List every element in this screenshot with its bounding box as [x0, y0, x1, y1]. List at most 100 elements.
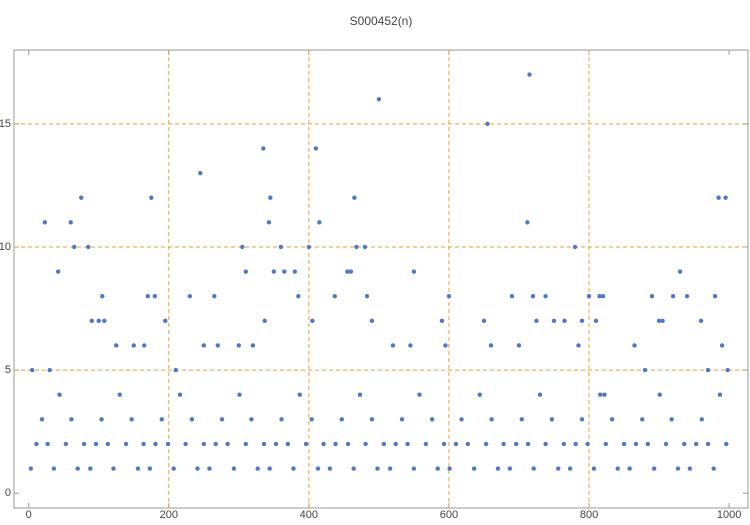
- data-point: [339, 417, 344, 422]
- data-point: [249, 417, 254, 422]
- data-point: [47, 367, 52, 373]
- data-point: [645, 441, 651, 447]
- data-point: [34, 441, 39, 447]
- data-point: [719, 343, 725, 348]
- data-point: [593, 318, 599, 324]
- data-point: [255, 466, 260, 471]
- data-point: [693, 441, 699, 447]
- data-point: [543, 441, 548, 447]
- data-point: [670, 294, 676, 299]
- x-tick-label: 400: [300, 509, 318, 520]
- data-point: [163, 318, 168, 324]
- data-point: [657, 392, 662, 397]
- data-point: [489, 417, 494, 422]
- data-point: [698, 318, 704, 324]
- data-point: [640, 417, 645, 422]
- data-point: [285, 441, 291, 447]
- data-point: [531, 466, 536, 471]
- data-point: [579, 417, 585, 422]
- data-point: [447, 466, 452, 471]
- data-point: [189, 417, 195, 422]
- data-point: [313, 146, 319, 151]
- data-point: [443, 343, 448, 348]
- data-point: [142, 343, 147, 348]
- data-point: [352, 195, 357, 200]
- data-point: [212, 294, 217, 299]
- data-point: [441, 441, 447, 447]
- data-point: [621, 441, 627, 447]
- data-point: [153, 441, 158, 447]
- data-point: [114, 343, 119, 348]
- data-point: [55, 269, 61, 274]
- data-point: [79, 195, 84, 200]
- data-point: [369, 417, 375, 422]
- data-point: [562, 318, 567, 324]
- data-point: [699, 417, 704, 422]
- y-tick-label: 10: [0, 241, 11, 253]
- data-point: [555, 466, 561, 471]
- data-point: [207, 466, 212, 471]
- data-point: [602, 392, 607, 397]
- data-point: [435, 466, 440, 471]
- data-point: [81, 441, 87, 447]
- data-point: [603, 441, 609, 447]
- data-point: [173, 367, 178, 373]
- data-point: [481, 318, 487, 324]
- data-point: [579, 318, 585, 324]
- y-tick-label: 5: [5, 364, 11, 376]
- data-point: [446, 294, 452, 299]
- data-point: [363, 441, 368, 447]
- data-point: [477, 392, 482, 397]
- data-point: [453, 441, 459, 447]
- data-point: [483, 441, 489, 447]
- data-point: [393, 441, 398, 447]
- data-point: [310, 318, 315, 324]
- data-point: [201, 343, 207, 348]
- data-point: [411, 269, 417, 274]
- data-point: [364, 294, 370, 299]
- data-point: [351, 466, 356, 471]
- data-point: [633, 441, 639, 447]
- data-point: [315, 466, 321, 471]
- data-point: [471, 466, 477, 471]
- data-point: [291, 466, 296, 471]
- data-point: [525, 441, 531, 447]
- data-point: [705, 441, 711, 447]
- data-point: [632, 343, 637, 348]
- data-point: [135, 466, 141, 471]
- data-point: [609, 417, 615, 422]
- data-point: [663, 441, 669, 447]
- data-point: [195, 466, 200, 471]
- data-point: [129, 417, 134, 422]
- data-point: [576, 343, 581, 348]
- data-point: [303, 441, 309, 447]
- data-point: [237, 392, 242, 397]
- data-point: [279, 417, 284, 422]
- data-point: [332, 294, 337, 299]
- data-point: [390, 343, 396, 348]
- data-point: [354, 244, 359, 250]
- data-point: [543, 294, 548, 299]
- data-point: [615, 466, 620, 471]
- data-point: [513, 441, 519, 447]
- data-point: [357, 392, 363, 397]
- data-point: [292, 269, 298, 274]
- chart-title: S000452(n): [350, 14, 413, 28]
- data-point: [88, 466, 93, 471]
- data-point: [57, 392, 62, 397]
- data-point: [75, 466, 80, 471]
- data-point: [268, 195, 273, 200]
- data-point: [724, 441, 729, 447]
- data-point: [345, 441, 351, 447]
- data-point: [42, 220, 48, 225]
- data-point: [501, 441, 506, 447]
- data-point: [687, 466, 693, 471]
- data-point: [236, 343, 242, 348]
- data-point: [516, 343, 522, 348]
- data-point: [429, 417, 435, 422]
- data-point: [171, 466, 176, 471]
- data-point: [660, 318, 665, 324]
- data-point: [63, 441, 69, 447]
- data-point: [165, 441, 171, 447]
